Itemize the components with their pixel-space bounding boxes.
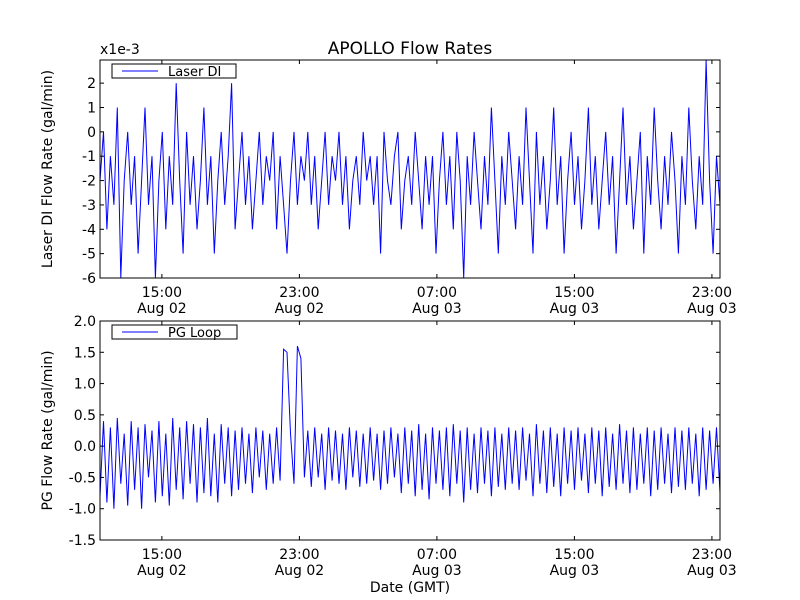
- top-ytick-label: 0: [87, 125, 96, 141]
- bottom-xtick-label-time: 15:00: [554, 547, 594, 563]
- bottom-xtick-label-time: 15:00: [142, 547, 182, 563]
- bottom-ytick-label: 0.5: [74, 408, 96, 424]
- bottom-ytick-label: 1.5: [74, 345, 96, 361]
- bottom-legend-label: PG Loop: [168, 326, 221, 341]
- top-ytick-label: -6: [82, 271, 96, 287]
- top-legend-box: [111, 63, 237, 79]
- top-xtick-label-date: Aug 03: [412, 301, 462, 317]
- top-legend-label: Laser DI: [168, 65, 221, 80]
- top-xtick-label-time: 15:00: [142, 285, 182, 301]
- bottom-ytick-label: 0.0: [74, 439, 96, 455]
- bottom-ytick-label: 2.0: [74, 314, 96, 330]
- top-xtick-label-date: Aug 03: [687, 301, 737, 317]
- top-ytick-label: -1: [82, 149, 96, 165]
- bottom-ytick-label: -0.5: [69, 470, 96, 486]
- top-series-line-laser-di: [99, 59, 721, 279]
- bottom-xtick-label-time: 07:00: [417, 547, 457, 563]
- y-scale-label: x1e-3: [100, 42, 140, 58]
- top-ytick-label: -2: [82, 174, 96, 190]
- top-ytick-label: 2: [87, 76, 96, 92]
- chart-title: APOLLO Flow Rates: [328, 39, 493, 59]
- bottom-ytick-label: -1.5: [69, 533, 96, 549]
- top-xtick-label-time: 23:00: [279, 285, 319, 301]
- top-axes-frame: [99, 59, 721, 279]
- bottom-axes-frame: [99, 320, 721, 541]
- bottom-xtick-label-date: Aug 02: [137, 563, 187, 579]
- top-xtick-label-time: 15:00: [554, 285, 594, 301]
- bottom-series-line-pg-loop: [99, 345, 721, 509]
- bottom-ytick-label: 1.0: [74, 377, 96, 393]
- top-xtick-label-date: Aug 03: [550, 301, 600, 317]
- bottom-xtick-label-time: 23:00: [692, 547, 732, 563]
- x-axis-label: Date (GMT): [370, 580, 450, 596]
- bottom-y-axis-label: PG Flow Rate (gal/min): [40, 350, 56, 510]
- top-xtick-label-time: 07:00: [417, 285, 457, 301]
- bottom-xtick-label-date: Aug 03: [550, 563, 600, 579]
- top-ytick-label: -4: [82, 222, 96, 238]
- bottom-xtick-label-date: Aug 03: [412, 563, 462, 579]
- top-xtick-label-time: 23:00: [692, 285, 732, 301]
- top-xtick-label-date: Aug 02: [275, 301, 325, 317]
- top-xtick-label-date: Aug 02: [137, 301, 187, 317]
- top-y-axis-label: Laser DI Flow Rate (gal/min): [40, 70, 56, 268]
- bottom-xtick-label-date: Aug 02: [275, 563, 325, 579]
- top-ytick-label: -5: [82, 247, 96, 263]
- bottom-legend-box: [111, 324, 238, 340]
- bottom-xtick-label-date: Aug 03: [687, 563, 737, 579]
- bottom-xtick-label-time: 23:00: [279, 547, 319, 563]
- bottom-ytick-label: -1.0: [69, 502, 96, 518]
- top-ytick-label: 1: [87, 100, 96, 116]
- top-ytick-label: -3: [82, 198, 96, 214]
